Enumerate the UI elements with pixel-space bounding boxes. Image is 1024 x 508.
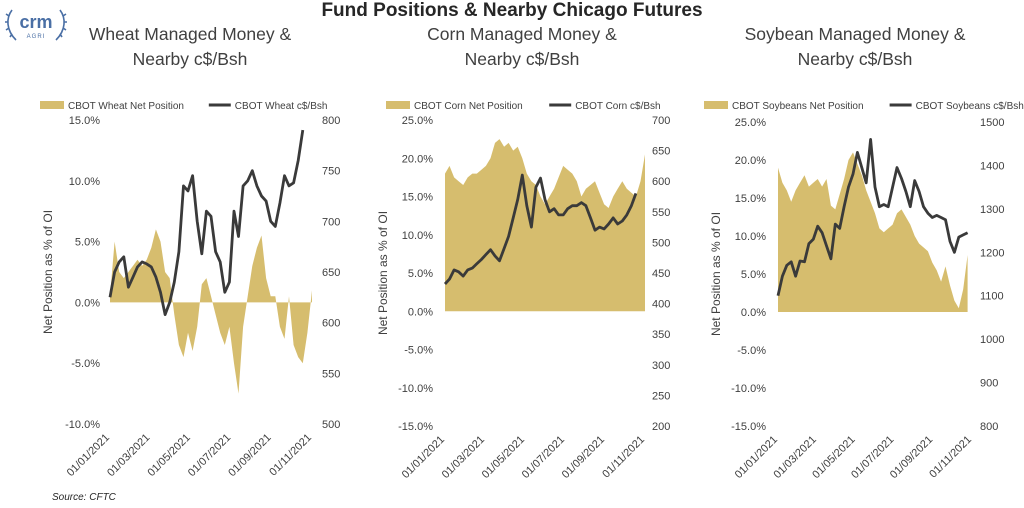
y-right-tick-label: 300 bbox=[652, 360, 670, 372]
y-right-tick-label: 700 bbox=[322, 216, 340, 228]
y-left-tick-label: -15.0% bbox=[398, 421, 433, 433]
y-left-tick-label: -5.0% bbox=[404, 345, 433, 357]
y-axis-title: Net Position as % of OI bbox=[41, 210, 55, 334]
series-line-price bbox=[108, 129, 305, 316]
legend-swatch-area bbox=[40, 101, 64, 109]
y-left-tick-label: 25.0% bbox=[735, 117, 766, 129]
legend-label-line: CBOT Wheat c$/Bsh bbox=[235, 101, 328, 112]
chart-title-line: Nearby c$/Bsh bbox=[465, 49, 580, 69]
legend-label-area: CBOT Corn Net Position bbox=[414, 101, 523, 112]
chart-legend: CBOT Corn Net Position CBOT Corn c$/Bsh bbox=[386, 101, 661, 112]
y-right-tick-label: 900 bbox=[980, 378, 998, 390]
y-right-tick-label: 550 bbox=[322, 368, 340, 380]
y-left-tick-label: -5.0% bbox=[71, 358, 100, 370]
chart-title-line: Nearby c$/Bsh bbox=[798, 49, 913, 69]
y-right-tick-label: 500 bbox=[652, 237, 670, 249]
y-right-tick-label: 400 bbox=[652, 299, 670, 311]
series-line-price bbox=[776, 138, 969, 297]
y-left-tick-label: 15.0% bbox=[69, 115, 100, 127]
x-tick-label: 01/01/2021 bbox=[65, 432, 112, 479]
y-right-tick-label: 500 bbox=[322, 419, 340, 431]
x-tick-label: 01/11/2021 bbox=[927, 434, 974, 481]
y-right-tick-label: 1000 bbox=[980, 334, 1004, 346]
y-right-tick-label: 450 bbox=[652, 268, 670, 280]
x-tick-label: 01/09/2021 bbox=[226, 432, 273, 479]
y-left-tick-label: 5.0% bbox=[75, 237, 100, 249]
series-area-net-position bbox=[778, 152, 968, 312]
x-tick-label: 01/03/2021 bbox=[105, 432, 152, 479]
y-right-tick-label: 800 bbox=[980, 421, 998, 433]
y-right-tick-label: 250 bbox=[652, 390, 670, 402]
y-right-tick-label: 550 bbox=[652, 207, 670, 219]
y-right-tick-label: 200 bbox=[652, 421, 670, 433]
y-left-tick-label: 20.0% bbox=[735, 155, 766, 167]
y-left-tick-label: 10.0% bbox=[402, 230, 433, 242]
y-right-tick-label: 650 bbox=[652, 146, 670, 158]
y-left-tick-label: 20.0% bbox=[402, 153, 433, 165]
x-tick-label: 01/05/2021 bbox=[146, 432, 193, 479]
legend-label-area: CBOT Wheat Net Position bbox=[68, 101, 184, 112]
y-axis-title: Net Position as % of OI bbox=[376, 211, 390, 335]
chart-panel-1: Wheat Managed Money & Nearby c$/Bsh CBOT W… bbox=[40, 24, 340, 479]
y-right-tick-label: 1400 bbox=[980, 160, 1004, 172]
y-left-tick-label: -10.0% bbox=[398, 383, 433, 395]
y-left-tick-label: 15.0% bbox=[402, 192, 433, 204]
y-right-tick-label: 1500 bbox=[980, 117, 1004, 129]
y-left-tick-label: 0.0% bbox=[741, 307, 766, 319]
x-tick-label: 01/07/2021 bbox=[186, 432, 233, 479]
series-area-net-position bbox=[110, 229, 312, 394]
y-left-tick-label: 5.0% bbox=[741, 269, 766, 281]
y-left-tick-label: -15.0% bbox=[731, 421, 766, 433]
legend-label-line: CBOT Corn c$/Bsh bbox=[575, 101, 660, 112]
chart-title-line: Nearby c$/Bsh bbox=[133, 49, 248, 69]
y-left-tick-label: -5.0% bbox=[737, 345, 766, 357]
y-axis-title: Net Position as % of OI bbox=[709, 212, 723, 336]
source-note: Source: CFTC bbox=[52, 492, 116, 503]
y-right-tick-label: 1300 bbox=[980, 204, 1004, 216]
y-right-tick-label: 800 bbox=[322, 115, 340, 127]
y-left-tick-label: 10.0% bbox=[735, 231, 766, 243]
chart-title-line: Soybean Managed Money & bbox=[745, 24, 966, 44]
chart-title-line: Corn Managed Money & bbox=[427, 24, 617, 44]
y-right-tick-label: 600 bbox=[322, 318, 340, 330]
y-right-tick-label: 600 bbox=[652, 176, 670, 188]
y-right-tick-label: 700 bbox=[652, 115, 670, 127]
y-left-tick-label: 0.0% bbox=[408, 306, 433, 318]
chart-panel-2: Corn Managed Money & Nearby c$/Bsh CBOT Co… bbox=[376, 24, 670, 481]
legend-label-area: CBOT Soybeans Net Position bbox=[732, 101, 864, 112]
y-left-tick-label: 5.0% bbox=[408, 268, 433, 280]
laurel-right-icon bbox=[55, 9, 67, 41]
logo-brand: crm bbox=[19, 12, 52, 32]
x-tick-label: 01/11/2021 bbox=[267, 432, 314, 479]
chart-title-line: Wheat Managed Money & bbox=[89, 24, 292, 44]
y-left-tick-label: -10.0% bbox=[731, 383, 766, 395]
y-right-tick-label: 1100 bbox=[980, 291, 1004, 303]
chart-legend: CBOT Soybeans Net Position CBOT Soybeans … bbox=[704, 101, 1024, 112]
y-left-tick-label: 10.0% bbox=[69, 176, 100, 188]
legend-swatch-area bbox=[704, 101, 728, 109]
y-left-tick-label: 15.0% bbox=[735, 193, 766, 205]
y-right-tick-label: 350 bbox=[652, 329, 670, 341]
series-line-price bbox=[443, 173, 638, 285]
crm-logo: crm AGRI bbox=[5, 9, 67, 41]
x-tick-label: 01/11/2021 bbox=[600, 434, 647, 481]
y-right-tick-label: 750 bbox=[322, 166, 340, 178]
series-area-net-position bbox=[445, 139, 645, 312]
x-tick-label: 01/09/2021 bbox=[560, 434, 607, 481]
y-right-tick-label: 650 bbox=[322, 267, 340, 279]
y-left-tick-label: 25.0% bbox=[402, 115, 433, 127]
y-left-tick-label: -10.0% bbox=[65, 419, 100, 431]
logo-sub: AGRI bbox=[27, 34, 46, 40]
legend-label-line: CBOT Soybeans c$/Bsh bbox=[916, 101, 1024, 112]
chart-panel-3: Soybean Managed Money & Nearby c$/Bsh CBOT… bbox=[704, 24, 1024, 481]
legend-swatch-area bbox=[386, 101, 410, 109]
y-right-tick-label: 1200 bbox=[980, 247, 1004, 259]
chart-legend: CBOT Wheat Net Position CBOT Wheat c$/Bsh bbox=[40, 101, 327, 112]
laurel-left-icon bbox=[5, 9, 17, 41]
page-title: Fund Positions & Nearby Chicago Futures bbox=[321, 0, 703, 21]
y-left-tick-label: 0.0% bbox=[75, 297, 100, 309]
